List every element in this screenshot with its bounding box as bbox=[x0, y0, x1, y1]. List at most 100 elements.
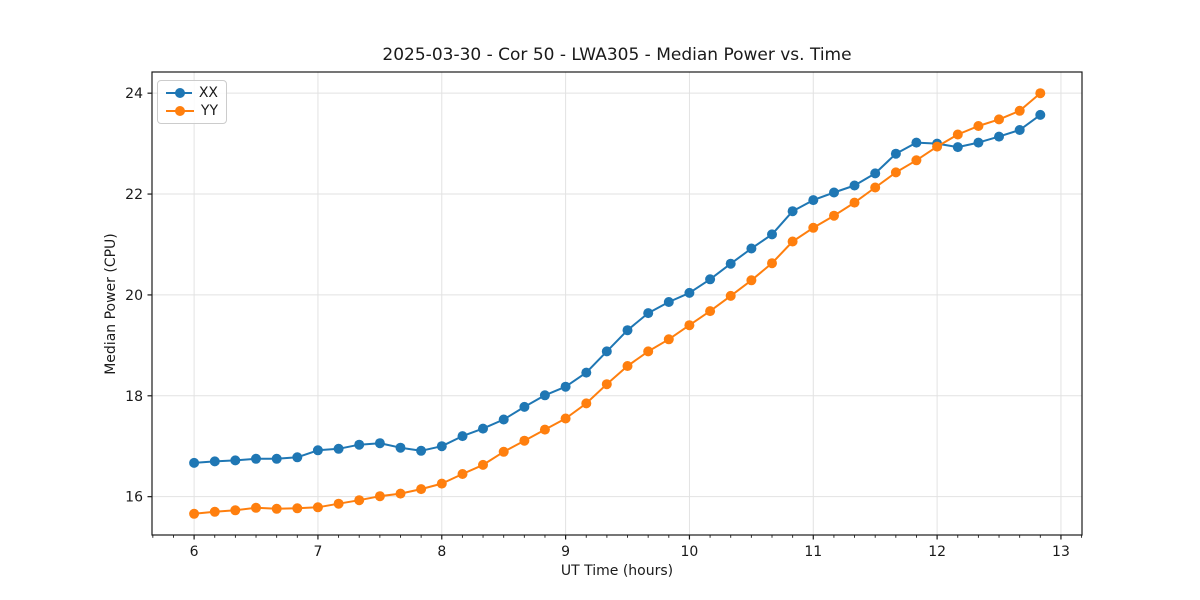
data-point bbox=[952, 129, 963, 140]
x-tick-label: 9 bbox=[561, 544, 570, 560]
data-point bbox=[952, 142, 963, 153]
data-point bbox=[312, 445, 323, 456]
data-point bbox=[663, 297, 674, 307]
data-point bbox=[292, 452, 303, 463]
series-XX bbox=[189, 109, 1046, 468]
x-axis: 6 7 8 9 10 11 12 13 bbox=[152, 535, 1083, 560]
data-point bbox=[705, 306, 716, 317]
data-point bbox=[870, 168, 881, 179]
data-point bbox=[251, 502, 261, 513]
data-point bbox=[643, 346, 654, 357]
data-point bbox=[312, 502, 323, 513]
data-point bbox=[395, 442, 406, 453]
data-point bbox=[539, 424, 550, 435]
data-point bbox=[519, 435, 530, 446]
data-point bbox=[374, 438, 385, 449]
data-point bbox=[684, 320, 695, 331]
data-point bbox=[849, 197, 860, 208]
data-point bbox=[725, 290, 736, 301]
data-point bbox=[808, 222, 819, 233]
data-point bbox=[416, 484, 427, 495]
x-tick-label: 12 bbox=[928, 544, 946, 560]
data-point bbox=[973, 121, 984, 131]
data-point bbox=[581, 398, 592, 409]
data-point bbox=[209, 456, 220, 467]
data-point bbox=[787, 236, 798, 247]
data-point bbox=[932, 141, 943, 152]
data-point bbox=[333, 498, 344, 509]
data-point bbox=[478, 459, 488, 470]
data-point bbox=[1014, 105, 1025, 116]
data-point bbox=[209, 506, 220, 517]
data-point bbox=[560, 381, 571, 392]
x-axis-label: UT Time (hours) bbox=[560, 563, 674, 579]
data-point bbox=[271, 503, 282, 514]
grid bbox=[152, 72, 1082, 535]
data-point bbox=[601, 379, 612, 390]
data-point bbox=[519, 401, 530, 412]
data-point bbox=[808, 195, 819, 206]
x-tick-label: 6 bbox=[190, 544, 199, 560]
data-point bbox=[994, 114, 1004, 125]
data-point bbox=[746, 243, 757, 254]
legend-label: YY bbox=[200, 103, 218, 119]
data-point bbox=[457, 469, 468, 479]
series-YY bbox=[189, 88, 1046, 519]
x-tick-label: 10 bbox=[681, 544, 699, 560]
data-point bbox=[1014, 125, 1025, 135]
y-tick-label: 20 bbox=[125, 288, 143, 304]
data-point bbox=[767, 258, 777, 269]
data-point bbox=[292, 503, 303, 514]
data-point bbox=[973, 137, 984, 148]
data-point bbox=[829, 187, 839, 198]
y-tick-label: 18 bbox=[125, 389, 143, 405]
data-point bbox=[601, 346, 612, 357]
y-tick-label: 16 bbox=[125, 490, 143, 506]
chart-title: 2025-03-30 - Cor 50 - LWA305 - Median Po… bbox=[382, 45, 852, 65]
data-point bbox=[189, 508, 200, 519]
data-point bbox=[581, 367, 592, 378]
data-point bbox=[230, 505, 241, 516]
data-point bbox=[354, 439, 365, 450]
y-axis-label: Median Power (CPU) bbox=[103, 233, 119, 375]
data-point bbox=[457, 431, 468, 442]
data-point bbox=[705, 274, 716, 285]
data-point bbox=[643, 308, 654, 319]
data-point bbox=[870, 182, 881, 193]
data-point bbox=[911, 137, 922, 148]
data-point bbox=[539, 390, 550, 401]
data-point bbox=[767, 229, 777, 240]
data-point bbox=[436, 478, 447, 489]
data-point bbox=[478, 423, 488, 434]
x-tick-label: 13 bbox=[1052, 544, 1070, 560]
legend-label: XX bbox=[198, 85, 218, 101]
data-point bbox=[622, 361, 633, 371]
data-point bbox=[725, 258, 736, 269]
legend-line-marker-icon bbox=[166, 88, 192, 98]
data-point bbox=[890, 148, 901, 159]
data-point bbox=[663, 334, 674, 345]
data-point bbox=[684, 287, 695, 298]
data-point bbox=[911, 155, 922, 166]
data-point bbox=[230, 455, 241, 466]
data-point bbox=[994, 131, 1004, 142]
data-point bbox=[189, 457, 200, 468]
x-tick-label: 7 bbox=[313, 544, 322, 560]
data-point bbox=[374, 491, 385, 502]
data-point bbox=[622, 325, 633, 336]
x-tick-label: 8 bbox=[437, 544, 446, 560]
data-point bbox=[849, 180, 860, 191]
data-point bbox=[1035, 88, 1046, 99]
data-point bbox=[498, 414, 509, 425]
data-point bbox=[746, 275, 757, 286]
legend-line-marker-icon bbox=[166, 106, 194, 116]
data-point bbox=[416, 445, 427, 456]
data-point bbox=[829, 210, 839, 221]
data-point bbox=[787, 206, 798, 217]
data-point bbox=[333, 443, 344, 454]
data-point bbox=[395, 488, 406, 499]
x-tick-label: 11 bbox=[804, 544, 822, 560]
plot-frame bbox=[151, 71, 1083, 536]
